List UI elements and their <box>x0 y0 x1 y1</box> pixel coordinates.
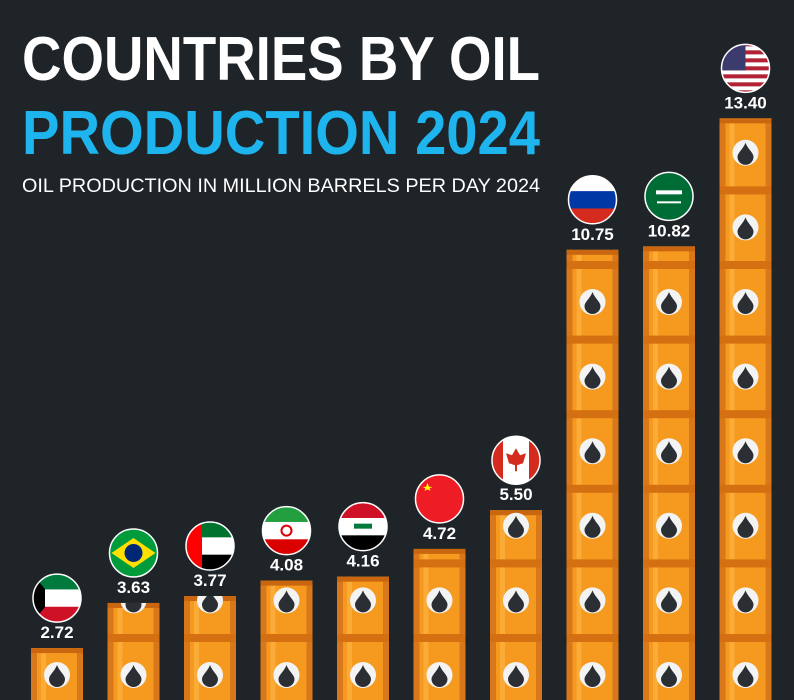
value-label: 10.82 <box>648 221 691 240</box>
barrel-decor <box>643 246 695 700</box>
chart-title: PRODUCTION 2024 <box>22 99 540 168</box>
value-label: 4.16 <box>346 552 379 571</box>
flag-ring <box>32 573 82 623</box>
flag-ring <box>491 435 541 485</box>
barrel-decor <box>260 580 313 700</box>
barrel-decor <box>31 648 83 700</box>
flag-ring <box>720 43 771 94</box>
value-label: 4.08 <box>270 556 303 575</box>
flag-ring <box>644 171 694 222</box>
barrel-decor <box>566 249 619 700</box>
flag <box>645 172 693 221</box>
flag <box>492 436 540 485</box>
value-label: 10.75 <box>571 225 614 244</box>
barrel-decor <box>413 548 466 700</box>
value-label: 4.72 <box>423 524 456 543</box>
value-label: 3.63 <box>117 578 150 597</box>
flag-ring <box>185 521 235 571</box>
barrel-decor <box>719 118 772 700</box>
flag-ring <box>261 505 312 556</box>
chart-title: COUNTRIES BY OIL <box>22 25 540 94</box>
chart-subtitle: OIL PRODUCTION IN MILLION BARRELS PER DA… <box>22 176 540 197</box>
bar <box>643 246 695 700</box>
flag-ring <box>338 501 388 552</box>
flag <box>415 474 464 523</box>
flag-ring <box>414 474 465 524</box>
flag <box>721 44 770 93</box>
flag-ring <box>108 528 159 578</box>
bar <box>566 249 619 700</box>
flag-ring <box>567 175 618 225</box>
flag <box>109 528 158 577</box>
value-label: 5.50 <box>499 485 532 504</box>
value-label: 13.40 <box>724 93 767 112</box>
value-label: 3.77 <box>193 571 226 590</box>
barrel-decor <box>490 510 542 700</box>
barrel-decor <box>107 602 160 700</box>
value-label: 2.72 <box>40 623 73 642</box>
barrel-decor <box>337 576 389 700</box>
barrel-decor <box>184 596 236 700</box>
